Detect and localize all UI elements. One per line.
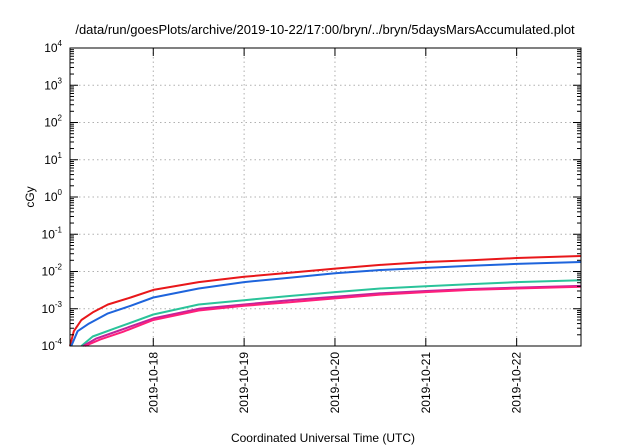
y-tick-exponent: -1 [55,225,63,234]
y-tick-label: 10-3 [42,300,63,316]
y-tick-label: 101 [44,151,62,167]
series-line [80,279,582,347]
y-tick-exponent: -4 [55,337,63,346]
y-tick-exponent: 0 [58,188,63,197]
series-line [84,285,582,347]
y-tick-exponent: 1 [58,151,63,160]
chart-title: /data/run/goesPlots/archive/2019-10-22/1… [75,22,575,37]
y-tick-exponent: -2 [55,263,63,272]
x-tick-label: 2019-10-18 [146,352,160,414]
y-tick-base: 10 [44,153,58,167]
y-tick-base: 10 [42,265,56,279]
x-tick-labels: 2019-10-18 2019-10-19 2019-10-20 2019-10-21… [146,352,523,414]
y-tick-label: 10-2 [42,263,63,279]
x-tick-label: 2019-10-21 [419,352,433,414]
series-group [69,255,582,347]
y-axis-label: cGy [23,186,37,207]
y-tick-base: 10 [42,339,56,353]
y-tick-base: 10 [44,190,58,204]
series-line [82,284,582,347]
y-tick-base: 10 [44,41,58,55]
series-line [69,255,582,347]
grid [70,48,581,346]
y-tick-exponent: 3 [58,76,63,85]
y-tick-base: 10 [42,302,56,316]
y-tick-label: 10-1 [42,225,63,241]
y-tick-exponent: 4 [58,39,63,48]
y-tick-base: 10 [44,116,58,130]
y-tick-label: 103 [44,76,62,92]
y-tick-label: 102 [44,114,62,130]
x-tick-label: 2019-10-19 [237,352,251,414]
y-tick-label: 104 [44,39,62,55]
ticks [70,47,581,347]
x-axis-label: Coordinated Universal Time (UTC) [231,431,415,445]
y-tick-label: 100 [44,188,62,204]
x-tick-label: 2019-10-22 [510,352,524,414]
y-tick-base: 10 [44,78,58,92]
series-line [70,261,582,347]
x-tick-label: 2019-10-20 [328,352,342,414]
y-tick-exponent: 2 [58,114,63,123]
y-tick-base: 10 [42,227,56,241]
y-tick-label: 10-4 [42,337,63,353]
y-tick-exponent: -3 [55,300,63,309]
